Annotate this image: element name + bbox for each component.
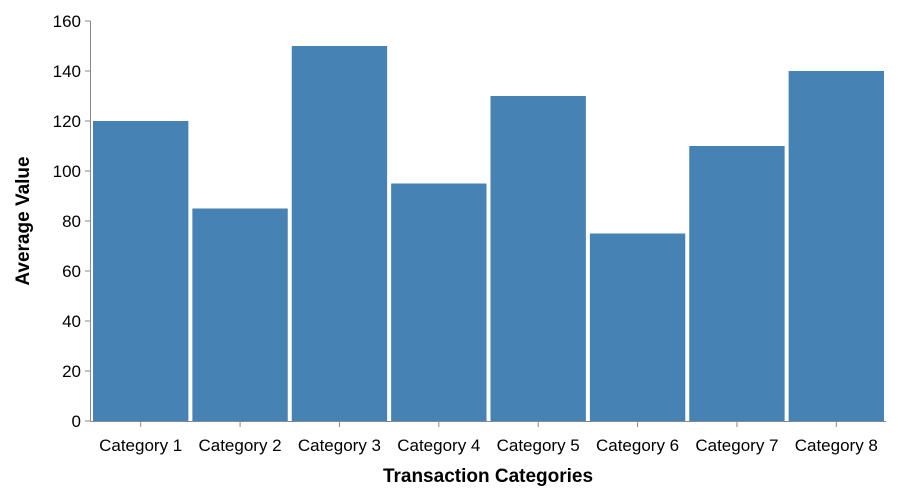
y-tick-label: 60 [62, 262, 81, 281]
y-tick-label: 0 [72, 412, 81, 431]
bar [589, 233, 686, 421]
bar [490, 96, 586, 421]
x-tick-label: Category 2 [198, 436, 281, 455]
y-tick-label: 40 [62, 312, 81, 331]
y-tick-label: 80 [62, 212, 81, 231]
x-tick-label: Category 6 [596, 436, 679, 455]
x-axis: Category 1 Category 2 Category 3 Category 4… [90, 421, 886, 455]
y-axis-title: Average Value [13, 156, 34, 285]
bars [93, 46, 884, 421]
x-tick-label: Category 7 [695, 436, 778, 455]
x-tick-label: Category 4 [397, 436, 480, 455]
bar [192, 208, 288, 421]
y-tick-label: 20 [62, 362, 81, 381]
y-tick-label: 100 [53, 162, 81, 181]
x-axis-title: Transaction Categories [383, 466, 593, 487]
bar [788, 71, 884, 421]
y-tick-label: 140 [53, 62, 81, 81]
x-tick-label: Category 3 [298, 436, 381, 455]
y-axis: 0 20 40 60 80 100 120 140 160 [53, 12, 91, 431]
bar [291, 46, 388, 421]
y-tick-label: 160 [53, 12, 81, 31]
y-tick-label: 120 [53, 112, 81, 131]
x-tick-label: Category 5 [497, 436, 580, 455]
bar [93, 121, 189, 421]
x-tick-label: Category 1 [99, 436, 182, 455]
x-tick-label: Category 8 [795, 436, 878, 455]
bar [391, 183, 487, 421]
bar [689, 146, 785, 421]
